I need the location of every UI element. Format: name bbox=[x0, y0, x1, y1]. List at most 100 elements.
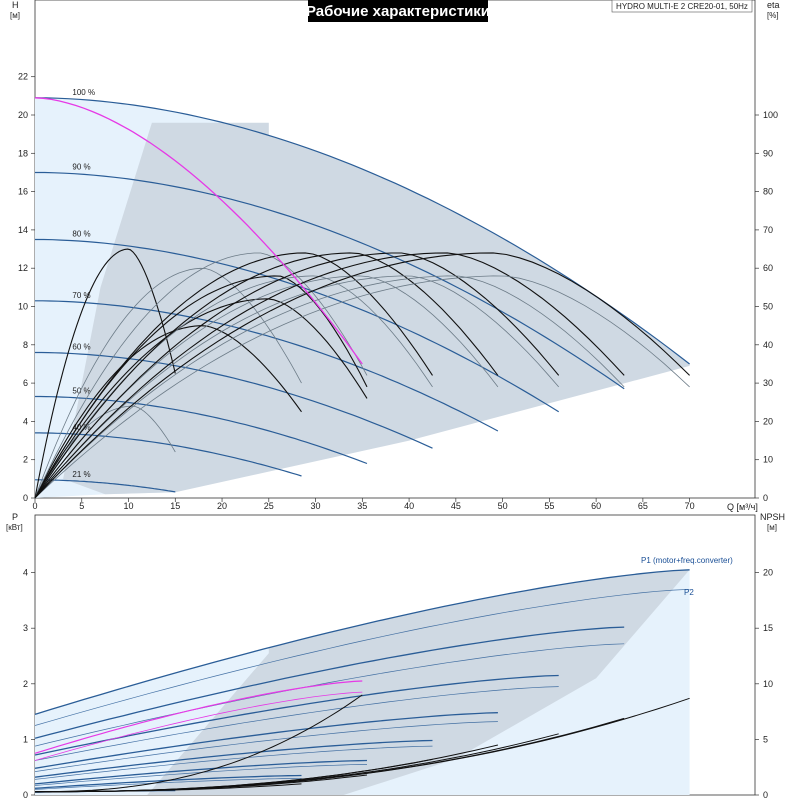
head-efficiency-chart: 0 5 10 15 20 25 30 35 40 45 50 55 60 65 70 0 2 4 6 8 10 12 14 1… bbox=[18, 0, 778, 511]
efficiency-curve-14 bbox=[34, 252, 625, 499]
power-npsh-chart: 0 1 2 3 4 0 5 10 15 20 bbox=[23, 514, 773, 800]
npsh-y2-tick-label: 5 bbox=[763, 734, 768, 744]
x-tick-label: 15 bbox=[170, 501, 180, 511]
p1-curve-5 bbox=[34, 759, 368, 785]
p2-curve-1 bbox=[34, 643, 625, 747]
x-tick-label: 40 bbox=[404, 501, 414, 511]
x-tick-label: 25 bbox=[264, 501, 274, 511]
y-axis-power-unit: [кВт] bbox=[6, 523, 23, 532]
p1-curve-0 bbox=[34, 569, 690, 716]
p2-curve-6 bbox=[34, 777, 302, 790]
efficiency-curve-16 bbox=[34, 252, 690, 499]
speed-label-70: 70 % bbox=[72, 291, 90, 300]
y-axis-head-unit: [м] bbox=[10, 11, 20, 20]
y2-tick-label: 50 bbox=[763, 302, 773, 312]
head-curve-speed-90 bbox=[35, 171, 625, 390]
y2-tick-label: 70 bbox=[763, 225, 773, 235]
y-tick-label: 20 bbox=[18, 110, 28, 120]
operating-curve-magenta bbox=[34, 97, 363, 365]
y2-axis-npsh-label: NPSH bbox=[760, 512, 785, 522]
npsh-y2-tick-label: 15 bbox=[763, 623, 773, 633]
magenta-power-curve-0 bbox=[34, 680, 363, 754]
y2-tick-label: 20 bbox=[763, 416, 773, 426]
p1-curve-1 bbox=[34, 626, 625, 739]
y-tick-label: 16 bbox=[18, 187, 28, 197]
y2-tick-label: 60 bbox=[763, 263, 773, 273]
speed-label-80: 80 % bbox=[72, 229, 90, 238]
x-axis-label: Q [м³/ч] bbox=[727, 502, 758, 512]
speed-label-50: 50 % bbox=[72, 387, 90, 396]
x-tick-label: 10 bbox=[124, 501, 134, 511]
x-tick-label: 35 bbox=[357, 501, 367, 511]
head-curve-speed-60 bbox=[35, 351, 433, 449]
head-curve-speed-70 bbox=[35, 300, 499, 432]
y-tick-label: 4 bbox=[23, 416, 28, 426]
efficiency-curve-4 bbox=[34, 298, 368, 499]
y-axis-head-label: H bbox=[12, 0, 19, 10]
power-y-tick-label: 2 bbox=[23, 679, 28, 689]
model-box-border bbox=[611, 0, 753, 13]
p2-curve-3 bbox=[34, 721, 498, 772]
x-tick-label: 5 bbox=[79, 501, 84, 511]
magenta-power-curve-1 bbox=[34, 691, 363, 761]
efficiency-curve-15 bbox=[34, 275, 690, 499]
y-tick-label: 6 bbox=[23, 378, 28, 388]
x-tick-label: 30 bbox=[311, 501, 321, 511]
model-box: HYDRO MULTI-E 2 CRE20-01, 50Hz bbox=[611, 0, 753, 13]
power-y-tick-label: 0 bbox=[23, 790, 28, 800]
y-axis-power-label: P bbox=[12, 512, 18, 522]
efficiency-curve-13 bbox=[34, 275, 625, 499]
p2-curve-0 bbox=[34, 588, 690, 726]
y-tick-label: 12 bbox=[18, 263, 28, 273]
npsh-curve-7 bbox=[35, 783, 302, 793]
y-tick-label: 18 bbox=[18, 148, 28, 158]
title-banner: Рабочие характеристики bbox=[306, 0, 490, 22]
chart-title: Рабочие характеристики bbox=[306, 3, 490, 20]
speed-label-100: 100 % bbox=[72, 88, 95, 97]
y2-tick-label: 0 bbox=[763, 493, 768, 503]
title-background bbox=[308, 0, 488, 22]
speed-label-90: 90 % bbox=[72, 162, 90, 171]
efficiency-curve-3 bbox=[34, 267, 302, 499]
x-tick-label: 0 bbox=[32, 501, 37, 511]
x-tick-label: 65 bbox=[638, 501, 648, 511]
y2-axis-npsh-unit: [м] bbox=[767, 523, 777, 532]
y2-tick-label: 80 bbox=[763, 187, 773, 197]
x-tick-label: 55 bbox=[544, 501, 554, 511]
y2-tick-label: 10 bbox=[763, 455, 773, 465]
speed-label-60: 60 % bbox=[72, 342, 90, 351]
y2-tick-label: 100 bbox=[763, 110, 778, 120]
y2-tick-label: 40 bbox=[763, 340, 773, 350]
x-tick-label: 70 bbox=[685, 501, 695, 511]
power-y-tick-label: 4 bbox=[23, 568, 28, 578]
npsh-y2-tick-label: 20 bbox=[763, 568, 773, 578]
head-area-grey bbox=[63, 122, 690, 495]
npsh-y2-tick-label: 0 bbox=[763, 790, 768, 800]
x-tick-label: 45 bbox=[451, 501, 461, 511]
x-tick-label: 50 bbox=[498, 501, 508, 511]
efficiency-curve-8 bbox=[34, 252, 433, 499]
efficiency-curve-12 bbox=[34, 252, 560, 499]
efficiency-curve-10 bbox=[34, 252, 499, 499]
y-tick-label: 14 bbox=[18, 225, 28, 235]
y2-axis-eta-unit: [%] bbox=[767, 11, 779, 20]
y-tick-label: 8 bbox=[23, 340, 28, 350]
p2-curve-4 bbox=[34, 745, 433, 780]
speed-label-21: 21 % bbox=[72, 470, 90, 479]
p1-curve-2 bbox=[34, 674, 559, 756]
p1-curve-3 bbox=[34, 712, 498, 769]
power-y-tick-label: 3 bbox=[23, 623, 28, 633]
x-tick-label: 20 bbox=[217, 501, 227, 511]
y2-tick-label: 30 bbox=[763, 378, 773, 388]
y2-tick-label: 90 bbox=[763, 148, 773, 158]
model-label: HYDRO MULTI-E 2 CRE20-01, 50Hz bbox=[616, 2, 748, 11]
legend-p2: P2 bbox=[684, 588, 694, 597]
y-tick-label: 10 bbox=[18, 302, 28, 312]
y-tick-label: 22 bbox=[18, 72, 28, 82]
efficiency-curve-11 bbox=[34, 275, 560, 499]
y2-axis-eta-label: eta bbox=[767, 0, 780, 10]
npsh-curve-0 bbox=[35, 694, 363, 793]
efficiency-curve-2 bbox=[34, 325, 302, 499]
head-curve-speed-50 bbox=[35, 395, 368, 465]
